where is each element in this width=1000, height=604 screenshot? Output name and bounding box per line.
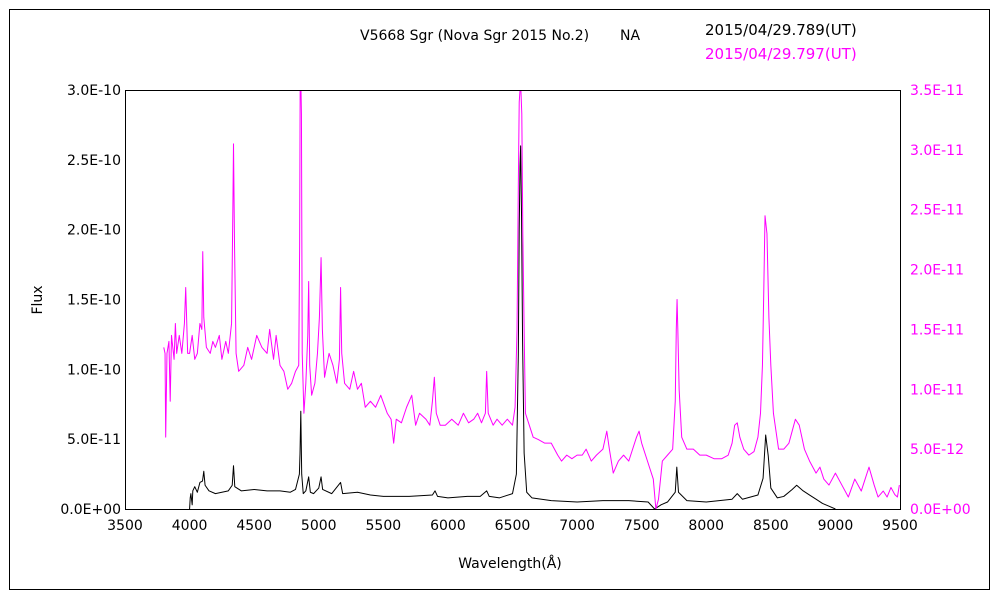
y-left-tick-label: 1.5E-10 xyxy=(67,293,121,309)
y-right-tick-label: 3.0E-11 xyxy=(910,143,964,159)
x-axis-title: Wavelength(Å) xyxy=(458,555,562,572)
y-left-tick-label: 3.0E-10 xyxy=(67,83,121,99)
y-right-tick-label: 0.0E+00 xyxy=(910,502,971,518)
axis-ticks: 3500 4000 4500 5000 5500 6000 6500 7000 7500 8000… xyxy=(60,83,970,534)
x-tick-label: 6500 xyxy=(495,518,531,534)
outer-frame xyxy=(9,9,990,590)
plot-area-border xyxy=(125,90,901,510)
y-right-tick-label: 1.5E-11 xyxy=(910,322,964,338)
legend-entry-black: 2015/04/29.789(UT) xyxy=(705,21,857,39)
x-tick-label: 5500 xyxy=(366,518,402,534)
chart-title: V5668 Sgr (Nova Sgr 2015 No.2) xyxy=(360,28,589,44)
y-left-tick-label: 0.0E+00 xyxy=(60,502,121,518)
y-right-tick-label: 1.0E-11 xyxy=(910,382,964,398)
y-left-tick-label: 2.0E-10 xyxy=(67,223,121,239)
x-tick-label: 9500 xyxy=(882,518,918,534)
x-tick-label: 6000 xyxy=(430,518,466,534)
x-tick-label: 8500 xyxy=(753,518,789,534)
x-tick-label: 4500 xyxy=(236,518,272,534)
y-axis-title: Flux xyxy=(30,285,46,314)
y-left-tick-label: 5.0E-11 xyxy=(67,432,121,448)
x-tick-label: 7500 xyxy=(624,518,660,534)
series-line-black xyxy=(189,145,836,509)
y-right-tick-label: 2.5E-11 xyxy=(910,203,964,219)
series-layer xyxy=(163,90,900,509)
x-tick-label: 7000 xyxy=(559,518,595,534)
x-tick-label: 4000 xyxy=(172,518,208,534)
series-line-magenta xyxy=(163,90,900,509)
x-tick-label: 5000 xyxy=(301,518,337,534)
y-left-tick-label: 1.0E-10 xyxy=(67,362,121,378)
x-tick-label: 9000 xyxy=(818,518,854,534)
y-right-tick-label: 2.0E-11 xyxy=(910,263,964,279)
y-left-tick-label: 2.5E-10 xyxy=(67,153,121,169)
x-tick-label: 8000 xyxy=(688,518,724,534)
x-tick-label: 3500 xyxy=(107,518,143,534)
chart-subtitle: NA xyxy=(620,28,640,44)
y-right-tick-label: 3.5E-11 xyxy=(910,83,964,99)
y-right-tick-label: 5.0E-12 xyxy=(910,442,964,458)
legend-entry-magenta: 2015/04/29.797(UT) xyxy=(705,45,857,63)
